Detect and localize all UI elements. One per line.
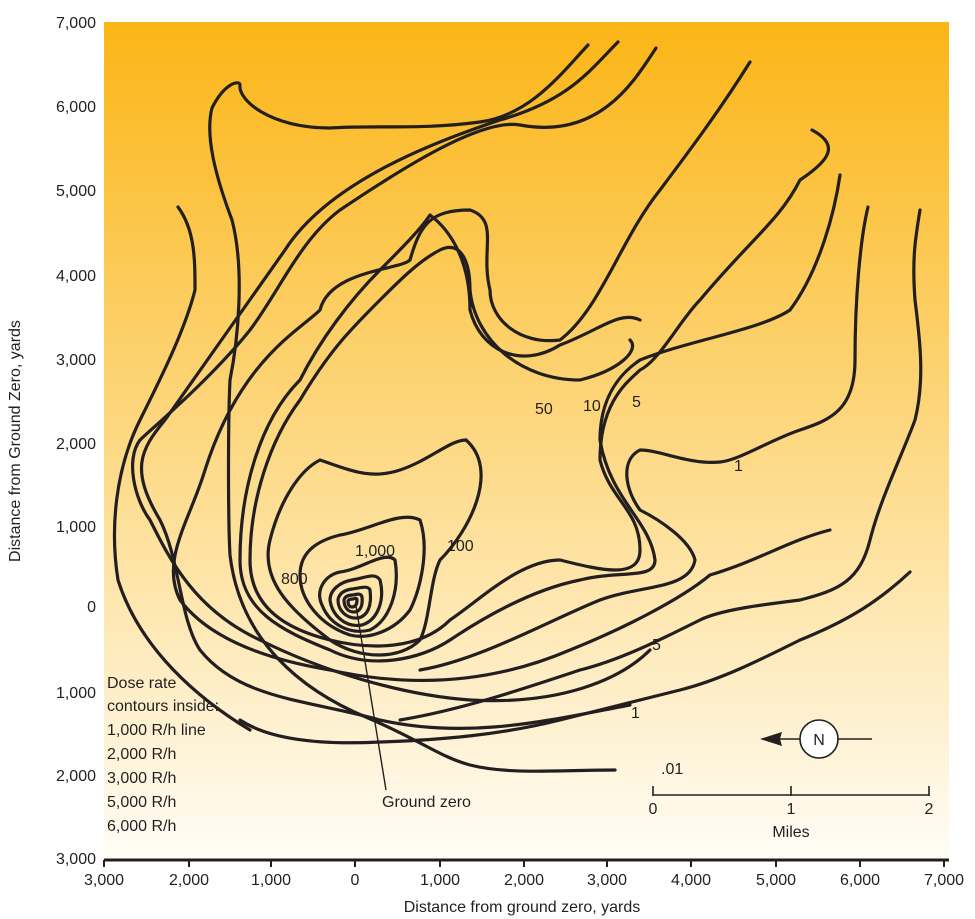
contour-line-3000 bbox=[336, 585, 373, 620]
contour-line-1-right bbox=[131, 46, 658, 703]
x-tick-label: 4,000 bbox=[671, 872, 711, 889]
contour-line-1-east bbox=[418, 205, 870, 672]
note-line: Dose rate bbox=[107, 675, 176, 692]
scale-bar-label: 1 bbox=[787, 801, 796, 818]
ground-zero-label: Ground zero bbox=[382, 794, 471, 811]
contour-label-5-upper: 5 bbox=[632, 394, 641, 411]
contour-line-5000 bbox=[342, 592, 364, 614]
x-axis: 3,000 2,000 1,000 0 1,000 2,000 3,000 4,… bbox=[84, 858, 964, 916]
contour-line-2000 bbox=[328, 574, 384, 627]
y-axis: 7,000 6,000 5,000 4,000 3,000 2,000 1,00… bbox=[7, 15, 96, 868]
x-tick-label: 5,000 bbox=[756, 872, 796, 889]
y-tick-label: 5,000 bbox=[56, 183, 96, 200]
contour-line-1000 bbox=[318, 555, 398, 633]
contour-line-100 bbox=[266, 438, 483, 657]
y-tick-label: 4,000 bbox=[56, 268, 96, 285]
contour-label-0.01: .01 bbox=[661, 761, 683, 778]
contour-line-outer-east bbox=[398, 208, 923, 722]
contour-line-6000 bbox=[346, 596, 359, 609]
contour-lines bbox=[112, 40, 923, 791]
x-tick-label: 0 bbox=[351, 872, 360, 889]
contour-line-50 bbox=[248, 128, 831, 648]
contour-label-1-lower: 1 bbox=[631, 705, 640, 722]
y-axis-title: Distance from Ground Zero, yards bbox=[7, 320, 24, 562]
scale-bar: 0 1 2 Miles bbox=[649, 786, 934, 841]
contour-label-5-lower: 5 bbox=[652, 637, 661, 654]
contour-line-0.01 bbox=[208, 43, 617, 773]
x-tick-label: 6,000 bbox=[840, 872, 880, 889]
note-line: 6,000 R/h bbox=[107, 818, 176, 835]
x-tick-label: 3,000 bbox=[587, 872, 627, 889]
note-line: 3,000 R/h bbox=[107, 770, 176, 787]
y-tick-label: 0 bbox=[87, 599, 96, 616]
contour-label-1-upper: 1 bbox=[734, 458, 743, 475]
note-line: 5,000 R/h bbox=[107, 794, 176, 811]
x-tick-label: 1,000 bbox=[251, 872, 291, 889]
y-tick-label: 2,000 bbox=[56, 768, 96, 785]
north-arrow-circle bbox=[799, 719, 839, 759]
y-tick-label: 2,000 bbox=[56, 436, 96, 453]
dose-rate-note: Dose rate contours inside: 1,000 R/h lin… bbox=[107, 675, 219, 835]
x-axis-title: Distance from ground zero, yards bbox=[404, 899, 641, 916]
contour-line-1-upper bbox=[139, 40, 632, 731]
x-tick-label: 2,000 bbox=[504, 872, 544, 889]
x-tick-label: 2,000 bbox=[169, 872, 209, 889]
contour-line-5-upper bbox=[171, 60, 832, 682]
x-tick-label: 3,000 bbox=[84, 872, 124, 889]
note-line: 2,000 R/h bbox=[107, 746, 176, 763]
y-tick-label: 3,000 bbox=[56, 851, 96, 868]
contour-label-10: 10 bbox=[583, 398, 601, 415]
contour-label-50: 50 bbox=[535, 401, 553, 418]
y-tick-label: 3,000 bbox=[56, 352, 96, 369]
scale-bar-label: 2 bbox=[925, 801, 934, 818]
north-arrow: N bbox=[760, 719, 872, 759]
x-tick-label: 7,000 bbox=[924, 872, 964, 889]
contour-label-800: 800 bbox=[281, 571, 308, 588]
contour-line-lower-1 bbox=[238, 570, 912, 745]
north-arrow-head bbox=[760, 732, 782, 746]
note-line: 1,000 R/h line bbox=[107, 722, 206, 739]
contour-line-0.01b bbox=[112, 205, 252, 732]
y-tick-label: 7,000 bbox=[56, 15, 96, 32]
y-tick-label: 1,000 bbox=[56, 519, 96, 536]
ground-zero-leader bbox=[355, 605, 387, 791]
note-line: contours inside: bbox=[107, 698, 219, 715]
contour-label-100: 100 bbox=[447, 538, 474, 555]
y-tick-label: 1,000 bbox=[56, 685, 96, 702]
contour-labels: 800 1,000 100 50 10 5 1 5 1 .01 Ground z… bbox=[281, 394, 743, 811]
y-tick-label: 6,000 bbox=[56, 99, 96, 116]
x-tick-label: 1,000 bbox=[420, 872, 460, 889]
plot-background bbox=[104, 22, 949, 860]
north-arrow-label: N bbox=[813, 732, 825, 749]
scale-bar-label: 0 bbox=[649, 801, 658, 818]
scale-bar-unit: Miles bbox=[772, 824, 809, 841]
contour-label-1000: 1,000 bbox=[355, 543, 395, 560]
contour-line-800 bbox=[298, 515, 426, 638]
